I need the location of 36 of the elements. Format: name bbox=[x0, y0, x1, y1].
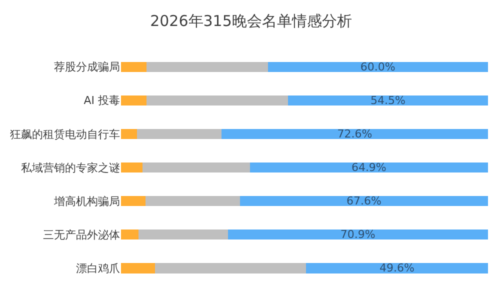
data-label: 49.6% bbox=[380, 262, 414, 275]
y-tick-label: 狂飙的租赁电动自行车 bbox=[10, 128, 120, 141]
data-label: 60.0% bbox=[360, 60, 396, 74]
bar bbox=[121, 162, 143, 173]
bar bbox=[306, 263, 488, 274]
bar bbox=[288, 95, 488, 106]
y-tick-label: 增高机构骗局 bbox=[53, 194, 120, 208]
chart-title: 2026年315晚会名单情感分析 bbox=[150, 12, 352, 30]
bar bbox=[250, 162, 488, 173]
bar bbox=[121, 62, 146, 72]
bar bbox=[121, 263, 156, 274]
y-tick-label: 三无产品外泌体 bbox=[43, 228, 120, 242]
bar bbox=[121, 95, 146, 106]
bar bbox=[146, 62, 268, 72]
data-label: 54.5% bbox=[370, 94, 406, 107]
bar bbox=[142, 162, 250, 173]
bar bbox=[240, 196, 488, 206]
bar bbox=[121, 196, 146, 206]
data-label: 70.9% bbox=[340, 228, 376, 242]
bar bbox=[138, 230, 228, 240]
bar bbox=[228, 230, 488, 240]
bar bbox=[146, 196, 240, 206]
bar bbox=[136, 128, 222, 139]
y-tick-label: 私域营销的专家之谜 bbox=[21, 161, 120, 174]
bar bbox=[121, 230, 138, 240]
bar bbox=[121, 128, 137, 139]
y-tick-label: AI 投毒 bbox=[84, 94, 120, 108]
data-label: 72.6% bbox=[337, 127, 372, 140]
y-tick-label: 荐股分成骗局 bbox=[54, 60, 120, 74]
bar bbox=[268, 62, 488, 72]
data-label: 67.6% bbox=[346, 194, 382, 208]
bar bbox=[155, 263, 306, 274]
bar bbox=[146, 95, 288, 106]
y-tick-label: 漂白鸡爪 bbox=[76, 262, 120, 276]
data-label: 64.9% bbox=[351, 161, 386, 174]
bar bbox=[222, 128, 488, 139]
